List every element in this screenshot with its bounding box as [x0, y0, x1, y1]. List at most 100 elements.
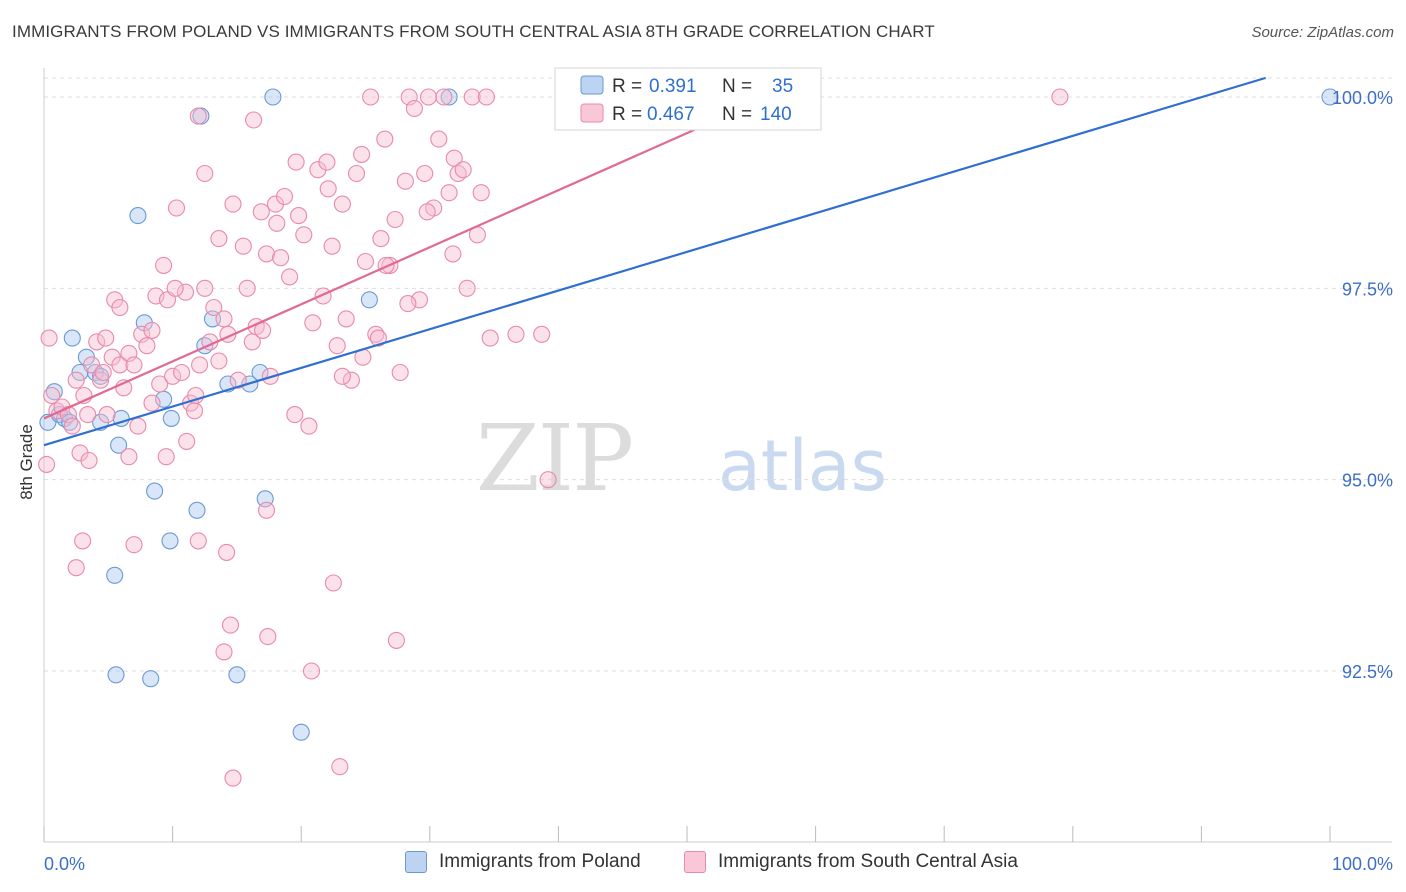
point-sca-100 — [40, 329, 58, 347]
point-sca-96 — [481, 329, 499, 347]
point-sca-112 — [302, 662, 321, 680]
point-sca-95 — [477, 88, 495, 106]
point-sca-138 — [111, 298, 129, 317]
y-tick-labels: 92.5% 95.0% 97.5% 100.0% — [1332, 88, 1393, 682]
point-sca-104 — [189, 532, 207, 550]
point-poland-35 — [1321, 88, 1339, 106]
point-sca-91 — [458, 279, 476, 297]
point-sca-42 — [224, 195, 242, 213]
point-sca-66 — [337, 310, 355, 328]
point-sca-21 — [129, 417, 147, 435]
point-sca-63 — [323, 237, 341, 255]
watermark-zip: ZIP — [476, 405, 632, 512]
point-sca-35 — [191, 356, 209, 374]
point-sca-132 — [333, 367, 351, 385]
point-sca-32 — [176, 283, 195, 301]
point-sca-97 — [507, 325, 525, 343]
point-sca-117 — [80, 451, 98, 470]
point-sca-105 — [218, 543, 236, 561]
point-sca-136 — [97, 329, 115, 347]
legend-pink-r-value: 0.467 — [647, 104, 695, 125]
point-poland-33 — [107, 666, 125, 684]
point-sca-131 — [444, 245, 462, 263]
point-sca-64 — [328, 337, 346, 355]
point-sca-98 — [533, 325, 551, 343]
point-poland-18 — [161, 532, 179, 550]
point-sca-85 — [430, 130, 448, 148]
point-sca-107 — [196, 164, 214, 183]
point-sca-74 — [376, 130, 394, 148]
point-sca-65 — [333, 195, 351, 213]
legend-pink-swatch — [580, 103, 604, 123]
zipatlas-watermark: ZIP atlas — [476, 405, 887, 512]
point-poland-15 — [146, 482, 164, 500]
point-sca-119 — [157, 448, 175, 466]
point-sca-120 — [178, 432, 196, 450]
point-sca-101 — [74, 532, 92, 550]
point-sca-13 — [94, 363, 112, 382]
point-sca-54 — [281, 268, 299, 286]
point-sca-137 — [166, 279, 184, 297]
point-sca-30 — [167, 199, 186, 217]
legend-pink-n-label: N = — [722, 104, 752, 125]
legend-blue-n-value: 35 — [772, 76, 793, 97]
point-sca-102 — [67, 559, 85, 577]
point-sca-135 — [143, 321, 161, 339]
point-sca-43 — [229, 371, 247, 389]
point-sca-94 — [472, 184, 490, 202]
point-sca-106 — [257, 501, 276, 519]
point-sca-17 — [111, 356, 129, 374]
point-sca-58 — [300, 417, 318, 435]
point-poland-30 — [440, 88, 458, 106]
point-sca-134 — [1051, 88, 1069, 106]
point-sca-111 — [259, 628, 277, 646]
trend-lines — [43, 76, 1267, 447]
point-sca-82 — [416, 164, 434, 183]
point-sca-48 — [252, 203, 270, 221]
y-tick-label-3: 100.0% — [1332, 88, 1393, 108]
point-sca-125 — [287, 153, 305, 171]
point-sca-115 — [224, 769, 242, 787]
point-sca-71 — [362, 88, 380, 106]
point-sca-77 — [391, 363, 409, 382]
chart-title: IMMIGRANTS FROM POLAND VS IMMIGRANTS FRO… — [12, 22, 935, 41]
point-sca-109 — [221, 616, 240, 634]
point-sca-78 — [396, 172, 414, 190]
point-sca-113 — [324, 574, 342, 592]
point-sca-39 — [210, 230, 228, 248]
series-poland — [39, 88, 1339, 741]
watermark-atlas: atlas — [718, 425, 887, 507]
point-sca-6 — [67, 371, 85, 389]
point-sca-38 — [205, 298, 223, 317]
point-sca-67 — [342, 371, 360, 389]
point-sca-1 — [43, 386, 61, 405]
point-sca-34 — [185, 402, 204, 420]
point-sca-83 — [419, 88, 438, 106]
point-sca-133 — [369, 329, 387, 347]
legend-blue-swatch — [580, 75, 604, 95]
point-sca-36 — [196, 279, 214, 297]
trend-line-poland — [43, 76, 1267, 447]
point-sca-80 — [405, 99, 423, 118]
point-poland-13 — [129, 207, 147, 225]
x-tick-labels: 0.0% 100.0% — [44, 854, 1393, 874]
point-sca-126 — [319, 180, 337, 198]
point-sca-86 — [435, 88, 453, 106]
point-sca-114 — [331, 758, 349, 776]
legend-pink-r-label: R = — [612, 104, 642, 125]
source-label: Source: ZipAtlas.com — [1251, 24, 1394, 41]
point-sca-29 — [164, 367, 182, 385]
point-sca-92 — [463, 88, 481, 106]
point-sca-76 — [386, 210, 404, 229]
point-sca-20 — [125, 356, 143, 374]
series-legend: Immigrants from Poland Immigrants from S… — [0, 851, 1406, 879]
point-sca-27 — [155, 256, 173, 274]
point-sca-123 — [245, 111, 263, 129]
point-sca-9 — [79, 406, 97, 424]
point-sca-116 — [387, 631, 405, 649]
point-sca-129 — [399, 295, 417, 313]
point-poland-26 — [264, 88, 282, 106]
point-sca-53 — [275, 187, 294, 206]
trend-line-south-central-asia — [43, 92, 778, 420]
